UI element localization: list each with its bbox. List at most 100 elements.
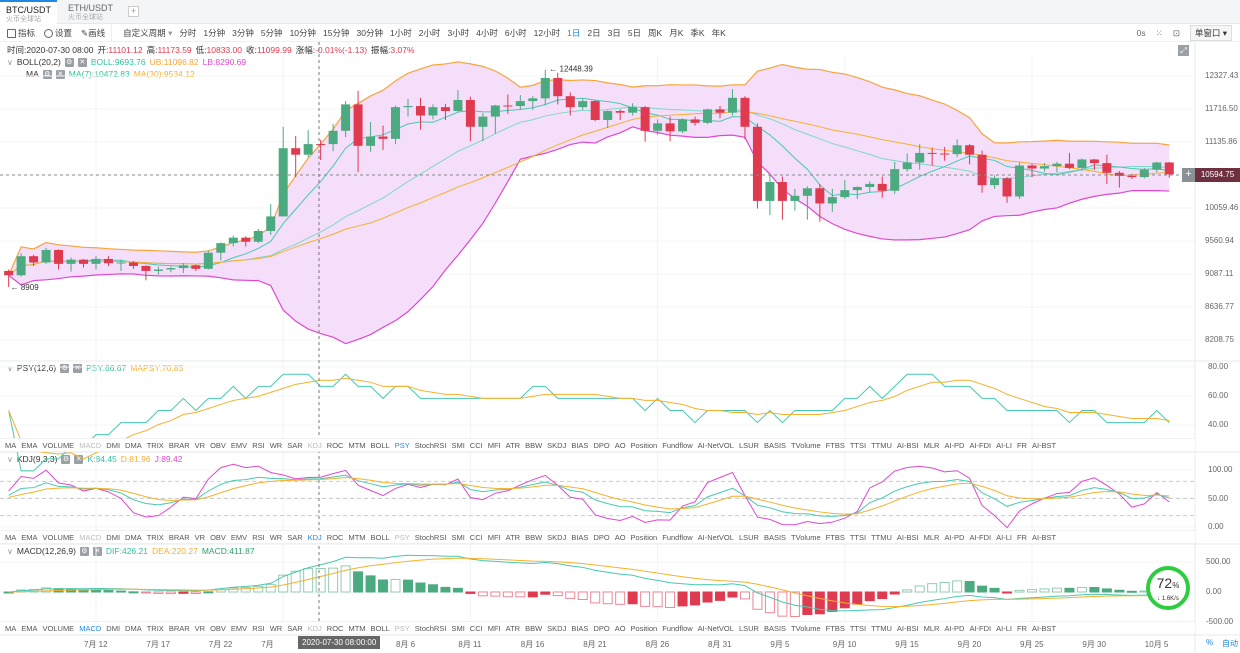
indicator-tab-rsi[interactable]: RSI [252,623,265,633]
indicator-tab-dmi[interactable]: DMI [106,532,121,542]
custom-period-dropdown[interactable]: 自定义周期 ▾ [123,27,172,39]
indicator-tab-ttmu[interactable]: TTMU [871,623,892,633]
indicator-tab-ao[interactable]: AO [614,623,626,633]
indicator-tab-emv[interactable]: EMV [230,623,248,633]
period-10[interactable]: 4小时 [476,27,498,38]
indicator-tab-psy[interactable]: PSY [394,440,410,450]
indicator-tab-stochrsi[interactable]: StochRSI [414,532,447,542]
indicator-tab-trix[interactable]: TRIX [146,532,164,542]
indicator-tab-roc[interactable]: ROC [326,532,344,542]
indicator-tab-fr[interactable]: FR [1016,623,1027,633]
indicator-tab-skdj[interactable]: SKDJ [547,623,567,633]
period-12[interactable]: 12小时 [533,27,561,38]
close-icon[interactable]: ✕ [73,363,83,373]
collapse-chevron-icon[interactable]: ∨ [7,454,13,464]
indicator-tab-boll[interactable]: BOLL [370,440,390,450]
gear-icon[interactable]: ⚙ [61,454,71,464]
indicator-tab-kdj[interactable]: KDJ [307,440,322,450]
indicator-tab-lsur[interactable]: LSUR [738,532,759,542]
indicator-tab-smi[interactable]: SMI [451,532,465,542]
indicator-tab-ema[interactable]: EMA [21,623,38,633]
period-8[interactable]: 2小时 [418,27,441,38]
close-icon[interactable]: ✕ [92,546,102,556]
indicator-tab-ftbs[interactable]: FTBS [825,623,845,633]
period-2[interactable]: 3分钟 [232,27,254,38]
indicator-tab-mtm[interactable]: MTM [348,532,366,542]
indicator-tab-mtm[interactable]: MTM [348,440,366,450]
indicator-tab-roc[interactable]: ROC [326,623,344,633]
indicator-tab-dma[interactable]: DMA [125,440,142,450]
indicator-tab-volume[interactable]: VOLUME [42,532,75,542]
indicator-tab-tvolume[interactable]: TVolume [791,440,821,450]
indicator-tab-ma[interactable]: MA [5,440,17,450]
indicator-tab-ttmu[interactable]: TTMU [871,440,892,450]
indicator-tab-ttsi[interactable]: TTSI [849,532,867,542]
indicator-tab-ema[interactable]: EMA [21,440,38,450]
indicator-tab-ai-fdi[interactable]: AI-FDI [969,532,992,542]
auto-scale-toggle[interactable]: 自动 [1222,639,1238,648]
period-14[interactable]: 2日 [587,27,601,38]
indicator-tab-brar[interactable]: BRAR [168,440,190,450]
indicator-tab-sar[interactable]: SAR [287,532,303,542]
indicator-tab-dpo[interactable]: DPO [593,440,610,450]
indicator-tab-ai-pd[interactable]: AI-PD [944,532,965,542]
period-13[interactable]: 1日 [567,27,581,38]
fullscreen-grid-icon[interactable]: ⁙ [1155,27,1163,38]
window-mode-dropdown[interactable]: 单窗口 ▾ [1189,25,1232,41]
expand-icon[interactable]: ⤢ [1178,45,1189,56]
indicator-tab-bbw[interactable]: BBW [525,440,543,450]
indicator-tab-bbw[interactable]: BBW [525,532,543,542]
indicator-tab-mlr[interactable]: MLR [923,440,940,450]
collapse-chevron-icon[interactable]: ∨ [7,57,13,67]
collapse-chevron-icon[interactable]: ∨ [7,363,13,373]
indicator-tab-smi[interactable]: SMI [451,440,465,450]
period-15[interactable]: 3日 [607,27,621,38]
indicator-tab-cci[interactable]: CCI [469,623,483,633]
indicator-tab-lsur[interactable]: LSUR [738,440,759,450]
indicator-tab-mlr[interactable]: MLR [923,532,940,542]
period-16[interactable]: 5日 [627,27,642,38]
indicator-tab-dpo[interactable]: DPO [593,532,610,542]
indicator-tab-ai-netvol[interactable]: AI-NetVOL [697,440,734,450]
indicator-tab-tvolume[interactable]: TVolume [791,532,821,542]
indicator-tab-psy[interactable]: PSY [394,532,410,542]
indicator-tab-volume[interactable]: VOLUME [42,623,75,633]
period-4[interactable]: 10分钟 [289,27,317,38]
indicator-tab-ma[interactable]: MA [5,532,17,542]
indicator-button[interactable]: 指标 [7,27,35,39]
period-7[interactable]: 1小时 [389,27,412,38]
indicator-tab-basis[interactable]: BASIS [763,440,787,450]
indicator-tab-bias[interactable]: BIAS [571,440,589,450]
indicator-tab-bbw[interactable]: BBW [525,623,543,633]
indicator-tab-ttmu[interactable]: TTMU [871,532,892,542]
indicator-tab-smi[interactable]: SMI [451,623,465,633]
indicator-tab-brar[interactable]: BRAR [168,532,190,542]
indicator-tab-ttsi[interactable]: TTSI [849,440,867,450]
indicator-tab-ma[interactable]: MA [5,623,17,633]
indicator-tab-dmi[interactable]: DMI [106,440,121,450]
indicator-tab-macd[interactable]: MACD [79,623,102,633]
indicator-tab-boll[interactable]: BOLL [370,623,390,633]
indicator-tab-kdj[interactable]: KDJ [307,623,322,633]
period-17[interactable]: 周K [648,27,663,38]
indicator-tab-skdj[interactable]: SKDJ [547,532,567,542]
screenshot-icon[interactable]: ⊡ [1172,27,1180,38]
indicator-tab-ai-li[interactable]: AI-LI [996,623,1012,633]
indicator-tab-position[interactable]: Position [630,440,658,450]
indicator-tab-rsi[interactable]: RSI [252,532,265,542]
gear-icon[interactable]: ⚙ [79,546,89,556]
indicator-tab-emv[interactable]: EMV [230,532,248,542]
indicator-tab-ai-netvol[interactable]: AI-NetVOL [697,532,734,542]
indicator-tab-ai-bst[interactable]: AI-BST [1031,623,1057,633]
indicator-tab-bias[interactable]: BIAS [571,532,589,542]
indicator-tab-trix[interactable]: TRIX [146,440,164,450]
indicator-tab-mfi[interactable]: MFI [487,532,501,542]
tab-btc-usdt[interactable]: BTC/USDT 火币全球站 [0,0,57,24]
indicator-tab-ema[interactable]: EMA [21,532,38,542]
indicator-tab-roc[interactable]: ROC [326,440,344,450]
indicator-tab-atr[interactable]: ATR [505,623,521,633]
indicator-tab-fundflow[interactable]: Fundflow [662,440,693,450]
indicator-tab-position[interactable]: Position [630,623,658,633]
indicator-tab-macd[interactable]: MACD [79,440,102,450]
indicator-tab-kdj[interactable]: KDJ [307,532,322,542]
